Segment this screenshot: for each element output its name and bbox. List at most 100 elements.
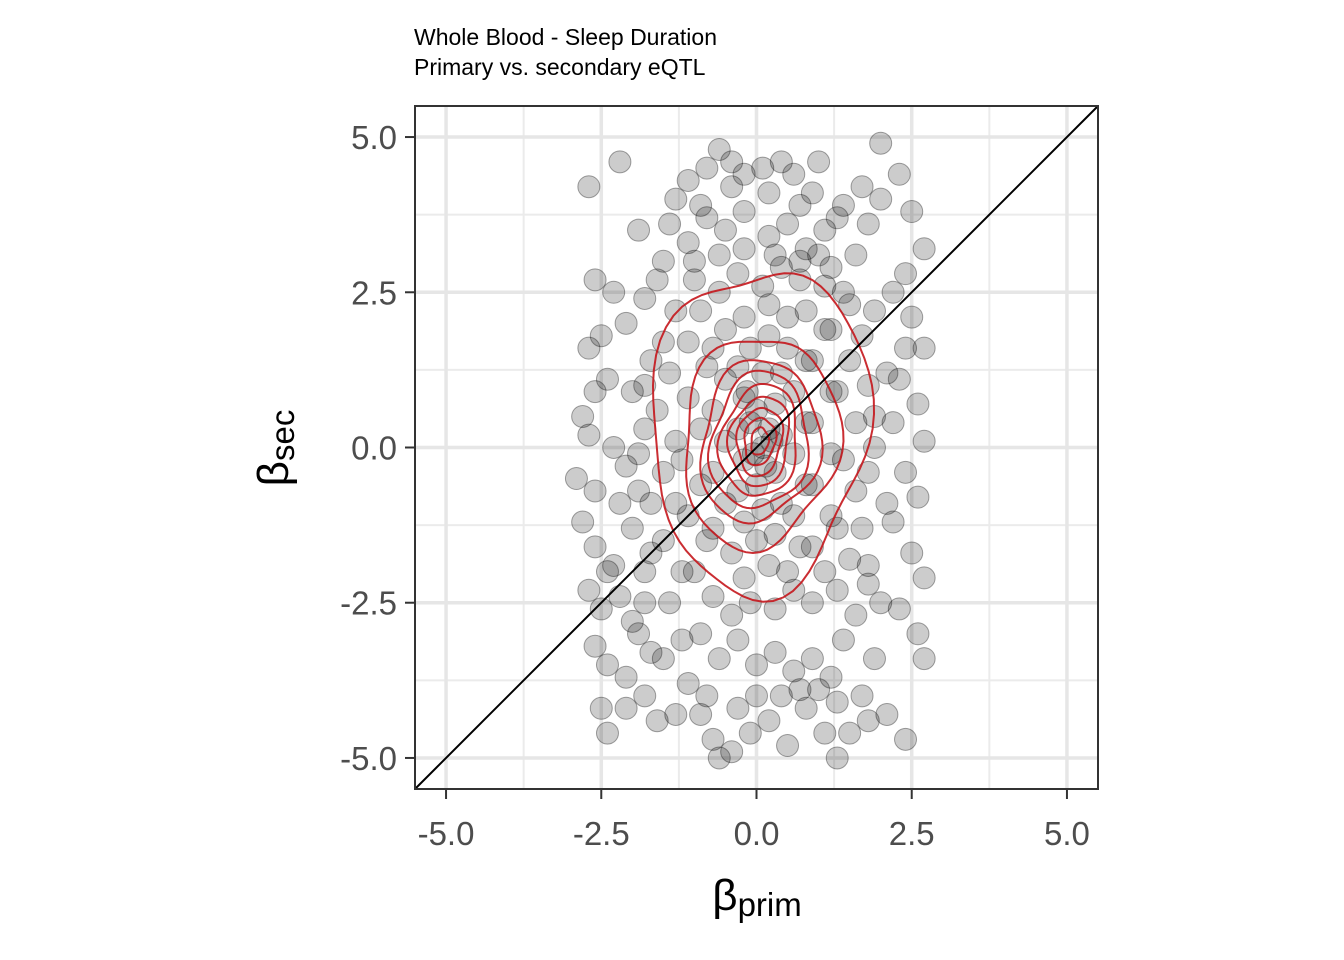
data-point bbox=[856, 373, 880, 397]
density-contour bbox=[750, 426, 771, 456]
data-point bbox=[825, 380, 849, 404]
y-tick-label: 0.0 bbox=[351, 430, 397, 467]
y-tick-label: 5.0 bbox=[351, 119, 397, 156]
data-point bbox=[732, 237, 756, 261]
data-point bbox=[732, 305, 756, 329]
data-point bbox=[875, 361, 899, 385]
data-point bbox=[664, 702, 688, 726]
data-point bbox=[602, 280, 626, 304]
data-point bbox=[676, 330, 700, 354]
data-point bbox=[726, 262, 750, 286]
data-point bbox=[782, 162, 806, 186]
data-point bbox=[825, 206, 849, 230]
data-point bbox=[844, 243, 868, 267]
data-point bbox=[732, 162, 756, 186]
data-point bbox=[794, 299, 818, 323]
data-point bbox=[676, 231, 700, 255]
x-axis-ticks: -5.0 -2.5 0.0 2.5 5.0 bbox=[418, 789, 1090, 852]
data-point bbox=[825, 746, 849, 770]
data-point bbox=[813, 721, 837, 745]
data-point bbox=[887, 162, 911, 186]
data-point bbox=[757, 181, 781, 205]
data-point bbox=[589, 696, 613, 720]
data-point bbox=[639, 640, 663, 664]
data-point bbox=[676, 671, 700, 695]
data-point bbox=[906, 622, 930, 646]
data-point bbox=[608, 491, 632, 515]
data-point bbox=[838, 349, 862, 373]
data-point bbox=[838, 293, 862, 317]
data-point bbox=[645, 709, 669, 733]
data-point bbox=[906, 392, 930, 416]
data-point bbox=[763, 243, 787, 267]
data-point bbox=[595, 560, 619, 584]
data-point bbox=[664, 299, 688, 323]
data-point bbox=[800, 535, 824, 559]
data-point bbox=[782, 659, 806, 683]
data-point bbox=[720, 175, 744, 199]
data-point bbox=[776, 336, 800, 360]
data-point bbox=[825, 690, 849, 714]
data-point bbox=[695, 206, 719, 230]
data-point bbox=[800, 181, 824, 205]
data-point bbox=[608, 150, 632, 174]
data-point bbox=[689, 622, 713, 646]
data-point bbox=[800, 647, 824, 671]
density-contour bbox=[743, 416, 778, 467]
density-contour bbox=[725, 395, 791, 488]
data-point bbox=[707, 243, 731, 267]
data-point bbox=[689, 702, 713, 726]
data-point bbox=[807, 243, 831, 267]
data-point bbox=[676, 386, 700, 410]
data-point bbox=[800, 411, 824, 435]
density-contour bbox=[699, 359, 824, 525]
data-point bbox=[701, 336, 725, 360]
data-point bbox=[639, 349, 663, 373]
data-point bbox=[794, 237, 818, 261]
data-point bbox=[682, 560, 706, 584]
data-point bbox=[844, 411, 868, 435]
major-gridlines bbox=[415, 106, 1098, 789]
data-point bbox=[813, 318, 837, 342]
data-point bbox=[720, 603, 744, 627]
data-point bbox=[862, 436, 886, 459]
x-tick-label: 2.5 bbox=[889, 815, 935, 852]
data-point bbox=[658, 212, 682, 236]
data-point bbox=[912, 566, 936, 590]
data-point bbox=[720, 740, 744, 764]
x-tick-label: 0.0 bbox=[734, 815, 780, 852]
data-point bbox=[776, 212, 800, 236]
x-axis-symbol: β bbox=[712, 871, 737, 920]
data-point bbox=[788, 249, 812, 273]
data-point bbox=[769, 684, 793, 708]
data-point bbox=[751, 156, 775, 180]
data-point bbox=[633, 373, 657, 397]
data-point bbox=[831, 280, 855, 304]
data-point bbox=[571, 510, 595, 534]
identity-reference-line bbox=[414, 105, 1099, 790]
x-tick-label: -2.5 bbox=[573, 815, 630, 852]
data-point bbox=[813, 218, 837, 242]
data-point bbox=[701, 727, 725, 751]
data-point bbox=[595, 653, 619, 677]
data-point bbox=[819, 318, 843, 342]
data-point bbox=[676, 169, 700, 193]
data-point bbox=[732, 566, 756, 590]
data-point bbox=[856, 572, 880, 596]
data-point bbox=[701, 460, 725, 484]
data-point bbox=[639, 491, 663, 515]
data-point bbox=[720, 150, 744, 174]
density-contour bbox=[651, 272, 876, 603]
data-point bbox=[689, 193, 713, 217]
data-point bbox=[627, 622, 651, 646]
data-point bbox=[788, 193, 812, 217]
data-point bbox=[738, 721, 762, 745]
data-point bbox=[769, 150, 793, 174]
data-point bbox=[720, 541, 744, 565]
data-point bbox=[757, 553, 781, 577]
data-point bbox=[894, 336, 918, 360]
data-point bbox=[763, 640, 787, 664]
data-point bbox=[869, 131, 893, 155]
data-point bbox=[614, 665, 638, 689]
data-point bbox=[726, 628, 750, 652]
